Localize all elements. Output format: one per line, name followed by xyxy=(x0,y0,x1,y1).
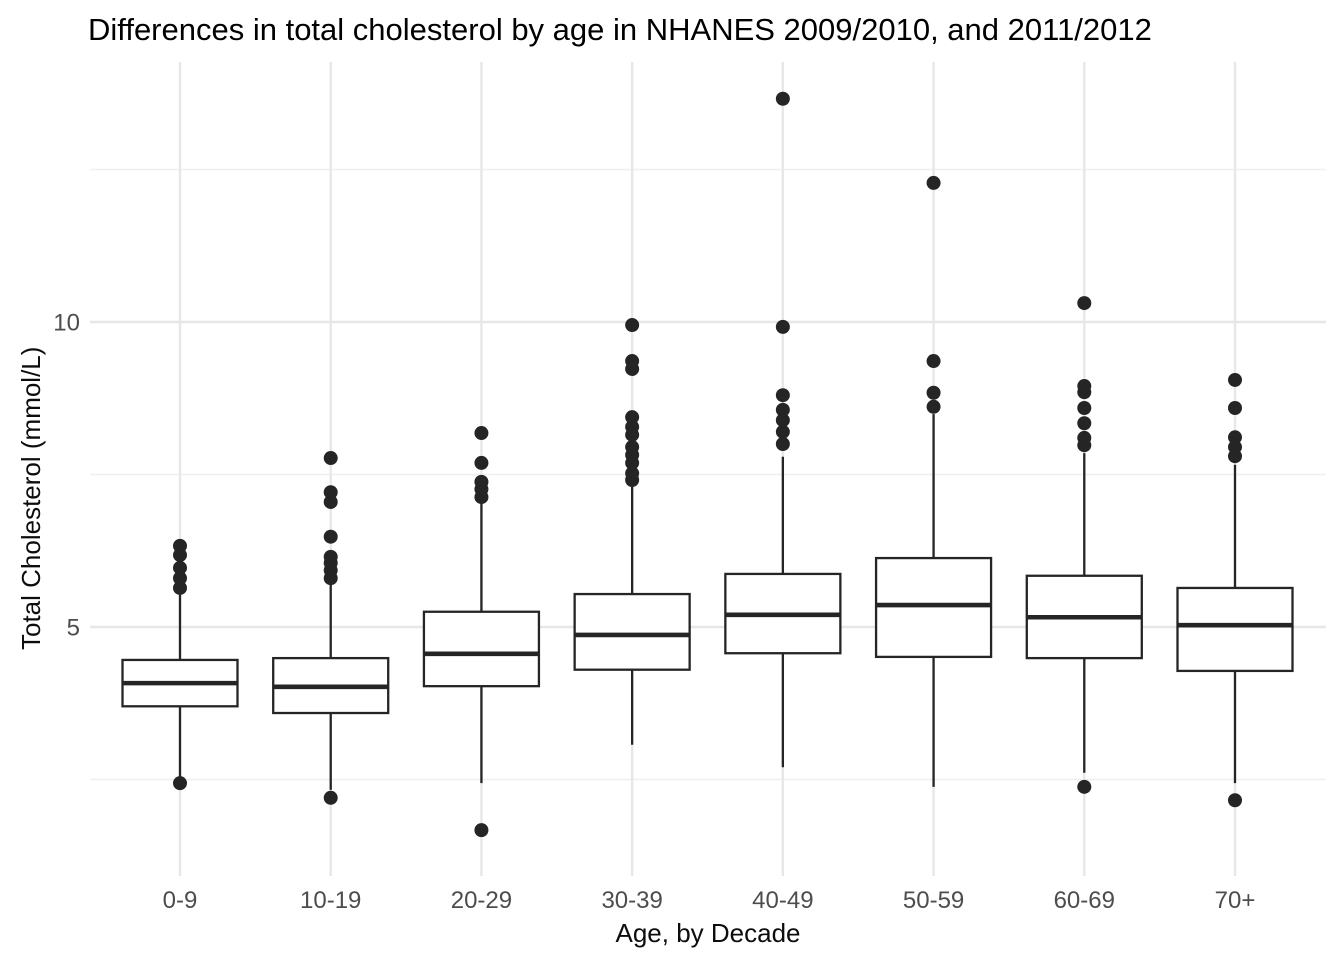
outlier-point xyxy=(625,466,640,481)
x-tick-label: 60-69 xyxy=(1054,887,1115,914)
x-tick-label: 20-29 xyxy=(451,887,512,914)
outlier-point xyxy=(926,399,941,414)
outlier-point xyxy=(1228,372,1242,387)
outlier-point xyxy=(1077,401,1092,416)
y-tick-label: 5 xyxy=(67,615,80,642)
outlier-point xyxy=(173,776,187,791)
outlier-point xyxy=(474,455,489,470)
outlier-point xyxy=(926,385,941,400)
outlier-point xyxy=(1077,296,1092,311)
outlier-point xyxy=(625,318,640,333)
outlier-point xyxy=(323,549,338,564)
outlier-point xyxy=(775,437,790,451)
outlier-point xyxy=(775,424,790,439)
outlier-point xyxy=(1228,401,1242,416)
outlier-point xyxy=(173,571,187,586)
boxplot-box xyxy=(874,556,993,659)
outlier-point xyxy=(173,538,187,553)
outlier-point xyxy=(474,426,489,441)
outlier-point xyxy=(474,823,489,838)
x-tick-label: 30-39 xyxy=(601,887,662,914)
outlier-point xyxy=(775,402,790,417)
boxplot-box xyxy=(422,610,541,688)
outlier-point xyxy=(1228,793,1242,808)
x-tick-label: 10-19 xyxy=(300,887,361,914)
outlier-point xyxy=(1077,379,1092,394)
outlier-point xyxy=(1077,430,1092,445)
x-tick-label: 50-59 xyxy=(903,887,964,914)
outlier-point xyxy=(1228,440,1242,455)
outlier-point xyxy=(323,529,338,544)
outlier-point xyxy=(926,175,941,190)
x-tick-label: 70+ xyxy=(1215,887,1256,914)
outlier-point xyxy=(173,580,187,595)
outlier-point xyxy=(775,388,790,403)
chart-title: Differences in total cholesterol by age … xyxy=(88,12,1152,47)
outlier-point xyxy=(625,354,640,369)
outlier-point xyxy=(474,474,489,489)
outlier-point xyxy=(625,440,640,455)
outlier-point xyxy=(775,319,790,334)
x-tick-label: 40-49 xyxy=(752,887,813,914)
outlier-point xyxy=(323,485,338,500)
outlier-point xyxy=(1077,416,1092,431)
x-tick-label: 0-9 xyxy=(163,887,198,914)
x-axis-title: Age, by Decade xyxy=(615,918,801,948)
outlier-point xyxy=(775,413,790,428)
outlier-point xyxy=(926,354,941,369)
outlier-point xyxy=(173,560,187,575)
outlier-point xyxy=(625,410,640,425)
y-tick-label: 10 xyxy=(53,310,80,337)
boxplot-box xyxy=(573,592,691,671)
outlier-point xyxy=(1077,779,1092,794)
outlier-point xyxy=(775,91,790,106)
outlier-point xyxy=(1228,430,1242,445)
y-axis-title: Total Cholesterol (mmol/L) xyxy=(16,346,46,650)
outlier-point xyxy=(323,494,338,509)
outlier-point xyxy=(323,790,338,805)
outlier-point xyxy=(323,451,338,466)
boxplot-box xyxy=(1176,586,1294,673)
outlier-point xyxy=(625,419,640,434)
